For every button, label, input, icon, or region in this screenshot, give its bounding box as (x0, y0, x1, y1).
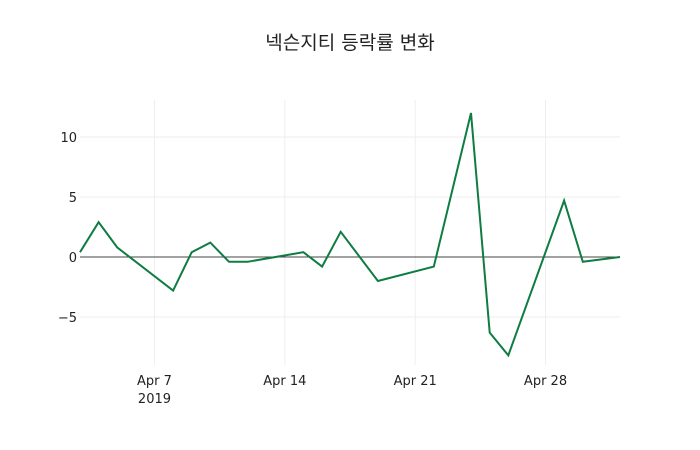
grid-lines (80, 100, 620, 365)
y-tick-label: 5 (69, 191, 77, 206)
x-tick-year: 2019 (138, 392, 171, 407)
y-tick-label: −5 (58, 311, 77, 326)
x-tick-label: Apr 7 (137, 374, 172, 389)
y-axis-labels: 10 5 0 −5 (58, 131, 77, 326)
x-tick-label: Apr 14 (263, 374, 306, 389)
y-tick-label: 10 (60, 131, 77, 146)
series-line (79, 112, 621, 358)
chart-title: 넥슨지티 등락률 변화 (265, 32, 435, 54)
x-axis-labels: Apr 7 2019 Apr 14 Apr 21 Apr 28 (137, 374, 567, 407)
x-tick-label: Apr 28 (524, 374, 567, 389)
y-tick-label: 0 (69, 251, 77, 266)
x-tick-label: Apr 21 (394, 374, 437, 389)
